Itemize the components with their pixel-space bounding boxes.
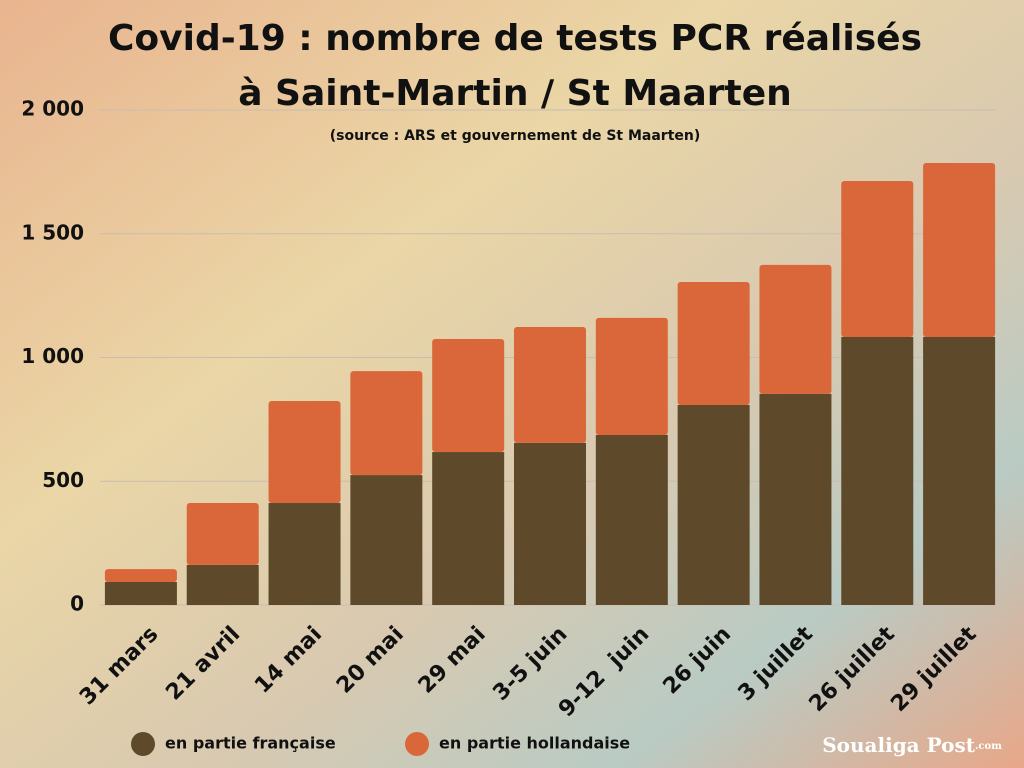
bar-segment xyxy=(677,405,750,605)
bar-segment xyxy=(186,503,259,565)
bar-segment xyxy=(759,264,832,394)
bar-segment xyxy=(104,569,177,582)
y-tick-label: 2 000 xyxy=(21,97,84,121)
bar-segment xyxy=(677,282,750,406)
bar-segment xyxy=(186,564,259,605)
legend-marker xyxy=(131,732,155,756)
bar-segment xyxy=(923,162,996,337)
bar-segment xyxy=(350,371,423,476)
legend-label: en partie hollandaise xyxy=(439,734,630,753)
bar-segment xyxy=(759,393,832,605)
logo-suffix: .com xyxy=(975,741,1002,752)
bar-segment xyxy=(514,442,586,605)
chart-subtitle: (source : ARS et gouvernement de St Maar… xyxy=(330,128,701,144)
bar-segment xyxy=(268,503,341,605)
logo-name: Soualiga Post xyxy=(822,733,975,757)
logo: Soualiga Post.com xyxy=(822,733,1002,757)
bar-segment xyxy=(595,434,668,605)
bar-segment xyxy=(841,336,914,605)
y-tick-label: 1 500 xyxy=(21,220,84,244)
chart-title: Covid-19 : nombre de tests PCR réalisés xyxy=(108,18,922,59)
bar-segment xyxy=(432,452,505,605)
bar-segment xyxy=(595,317,668,435)
bar-segment xyxy=(350,475,423,605)
y-tick-label: 500 xyxy=(42,468,84,492)
legend-marker xyxy=(405,732,429,756)
legend-label: en partie française xyxy=(165,734,336,753)
bar-segment xyxy=(104,581,177,605)
y-tick-label: 0 xyxy=(70,592,84,616)
bar-segment xyxy=(514,327,586,443)
bar-segment xyxy=(268,401,341,504)
chart-title: à Saint-Martin / St Maarten xyxy=(238,73,792,114)
bar-segment xyxy=(841,181,914,337)
bar-segment xyxy=(923,336,996,605)
bar-segment xyxy=(432,338,505,453)
y-tick-label: 1 000 xyxy=(21,344,84,368)
